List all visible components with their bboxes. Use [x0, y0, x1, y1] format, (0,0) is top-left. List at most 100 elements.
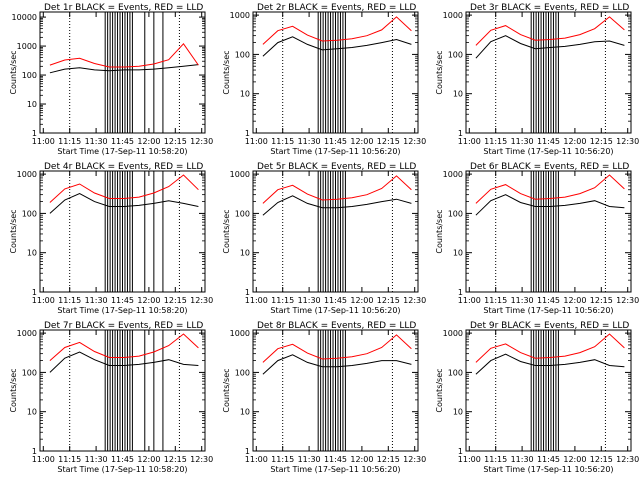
y-tick-label: 1 [32, 447, 37, 456]
y-tick-label: 100 [22, 368, 37, 377]
x-tick-label: 11:30 [511, 296, 534, 305]
y-tick-label: 100 [448, 368, 463, 377]
x-tick-label: 12:15 [377, 296, 400, 305]
lld-series-line [475, 174, 625, 204]
y-tick-label: 100 [448, 50, 463, 59]
x-tick-label: 12:30 [403, 296, 426, 305]
x-tick-label: 11:00 [458, 296, 481, 305]
x-tick-label: 12:30 [616, 455, 639, 464]
x-tick-label: 12:00 [563, 137, 586, 146]
y-tick-label: 100 [235, 368, 250, 377]
x-tick-label: 11:00 [32, 455, 55, 464]
y-tick-label: 1000 [230, 329, 250, 338]
x-tick-label: 11:30 [298, 455, 321, 464]
x-tick-label: 12:30 [616, 137, 639, 146]
chart-panel-1: Det 1r BLACK = Events, RED = LLD 1 10 100 10… [9, 3, 213, 156]
chart-title: Det 8r BLACK = Events, RED = LLD [257, 321, 416, 331]
y-tick-label: 1 [32, 129, 37, 138]
x-tick-label: 11:45 [324, 296, 347, 305]
chart-title: Det 9r BLACK = Events, RED = LLD [470, 321, 629, 331]
y-tick-label: 10 [240, 249, 250, 258]
y-tick-label: 1000 [443, 170, 463, 179]
x-tick-label: 12:15 [590, 455, 613, 464]
chart-panel-3: Det 3r BLACK = Events, RED = LLD 1 10 100 10… [435, 3, 639, 156]
y-tick-label: 10 [27, 100, 37, 109]
chart-panel-2: Det 2r BLACK = Events, RED = LLD 1 10 100 10… [222, 3, 426, 156]
y-tick-label: 10000 [12, 13, 37, 22]
x-tick-label: 11:30 [511, 455, 534, 464]
x-tick-label: 11:00 [32, 296, 55, 305]
x-axis-label: Start Time (17-Sep-11 10:56:20) [483, 306, 613, 315]
x-tick-label: 12:00 [563, 455, 586, 464]
x-tick-label: 11:45 [324, 455, 347, 464]
y-tick-label: 10 [27, 408, 37, 417]
y-tick-label: 100 [22, 209, 37, 218]
y-tick-label: 10 [453, 408, 463, 417]
x-tick-label: 11:15 [271, 137, 294, 146]
events-series-line [49, 351, 199, 373]
y-axis-label: Counts/sec [435, 368, 444, 412]
x-tick-label: 12:15 [590, 137, 613, 146]
y-tick-label: 1 [245, 288, 250, 297]
x-tick-label: 11:15 [58, 296, 81, 305]
x-tick-label: 12:00 [137, 296, 160, 305]
x-tick-label: 11:15 [58, 455, 81, 464]
x-tick-label: 12:30 [190, 455, 213, 464]
x-axis-label: Start Time (17-Sep-11 10:58:20) [57, 306, 187, 315]
x-tick-label: 11:15 [271, 296, 294, 305]
y-tick-label: 1000 [443, 11, 463, 20]
x-tick-label: 12:00 [137, 137, 160, 146]
y-axis-label: Counts/sec [9, 50, 18, 94]
events-series-line [475, 35, 625, 59]
chart-title: Det 3r BLACK = Events, RED = LLD [470, 3, 629, 13]
x-axis-label: Start Time (17-Sep-11 10:56:20) [270, 465, 400, 474]
x-tick-label: 12:30 [616, 296, 639, 305]
lld-series-line [475, 16, 625, 46]
lld-series-line [262, 175, 412, 204]
chart-title: Det 4r BLACK = Events, RED = LLD [44, 162, 203, 172]
x-tick-label: 12:00 [350, 296, 373, 305]
events-series-line [262, 354, 412, 375]
y-axis-label: Counts/sec [222, 209, 231, 253]
y-axis-label: Counts/sec [9, 368, 18, 412]
x-tick-label: 11:30 [85, 455, 108, 464]
x-tick-label: 11:15 [271, 455, 294, 464]
x-tick-label: 12:00 [563, 296, 586, 305]
x-tick-label: 11:15 [484, 137, 507, 146]
y-tick-label: 1 [458, 447, 463, 456]
x-tick-label: 12:15 [164, 137, 187, 146]
y-tick-label: 1 [245, 447, 250, 456]
x-tick-label: 11:30 [298, 296, 321, 305]
y-tick-label: 1 [32, 288, 37, 297]
y-tick-label: 1000 [230, 11, 250, 20]
x-tick-label: 11:00 [245, 137, 268, 146]
x-tick-label: 12:15 [377, 137, 400, 146]
lld-series-line [262, 16, 412, 45]
x-tick-label: 12:30 [190, 296, 213, 305]
y-tick-label: 100 [22, 71, 37, 80]
x-axis-label: Start Time (17-Sep-11 10:56:20) [483, 147, 613, 156]
y-tick-label: 10 [27, 249, 37, 258]
x-tick-label: 12:00 [350, 137, 373, 146]
y-tick-label: 1000 [443, 329, 463, 338]
y-tick-label: 100 [235, 50, 250, 59]
events-series-line [475, 353, 625, 375]
events-series-line [262, 195, 412, 216]
y-axis-label: Counts/sec [435, 209, 444, 253]
y-tick-label: 10 [453, 90, 463, 99]
x-tick-label: 11:45 [324, 137, 347, 146]
x-tick-label: 12:30 [190, 137, 213, 146]
x-tick-label: 12:15 [377, 455, 400, 464]
x-axis-label: Start Time (17-Sep-11 10:56:20) [483, 465, 613, 474]
x-tick-label: 12:15 [164, 296, 187, 305]
x-tick-label: 12:15 [164, 455, 187, 464]
chart-title: Det 1r BLACK = Events, RED = LLD [44, 3, 203, 13]
x-axis-label: Start Time (17-Sep-11 10:56:20) [270, 147, 400, 156]
lld-series-line [49, 43, 199, 68]
x-tick-label: 11:15 [58, 137, 81, 146]
y-tick-label: 1 [458, 288, 463, 297]
lld-series-line [49, 174, 199, 203]
x-tick-label: 11:45 [537, 455, 560, 464]
chart-panel-8: Det 8r BLACK = Events, RED = LLD 1 10 100 10… [222, 321, 426, 474]
